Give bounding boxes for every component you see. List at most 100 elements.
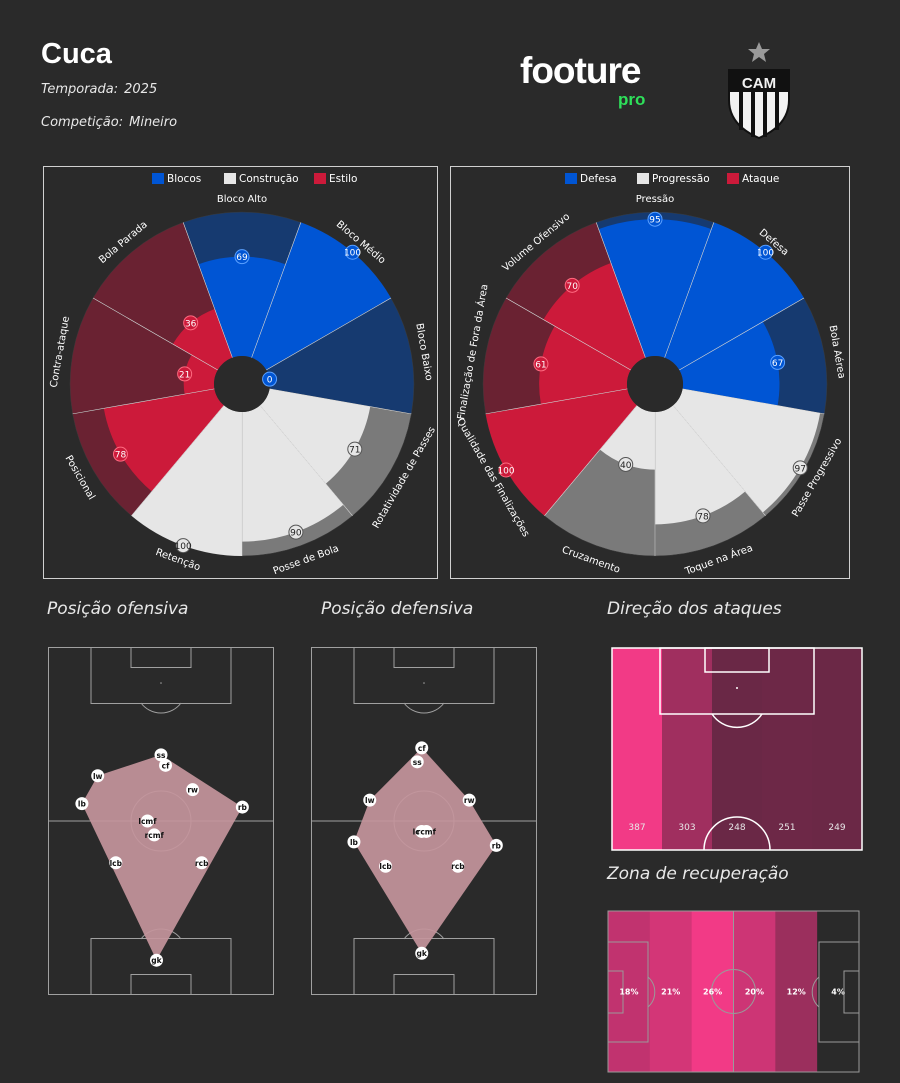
bottom-goal-box	[393, 974, 455, 995]
player-label-gk: gk	[151, 956, 162, 965]
sector-divider	[485, 388, 628, 415]
value-label-bloco-alto: 69	[236, 253, 248, 263]
player-marker-rcb	[451, 859, 465, 873]
recovery-zone-4	[733, 911, 776, 1072]
legend-swatch-construcao	[224, 173, 236, 184]
sector-value-contra-ataque	[183, 354, 218, 395]
player-label-lcb: lcb	[379, 862, 392, 871]
player-marker-lw	[363, 793, 377, 807]
sector-value-posicional	[103, 388, 225, 492]
attack-lane-4	[762, 648, 813, 850]
player-label-lw: lw	[93, 772, 103, 781]
legend-swatch-ataque	[727, 173, 739, 184]
value-badge-volume-ofensivo	[564, 277, 580, 293]
value-label-posicional: 78	[115, 451, 127, 461]
attack-lane-3	[712, 648, 763, 850]
sector-divider	[72, 388, 215, 415]
crest-text: CAM	[742, 75, 776, 92]
attack-lane-value-5: 249	[828, 823, 845, 833]
sector-value-retencao	[131, 405, 242, 556]
value-badge-finalizacao-de-fora-da-area	[533, 356, 549, 372]
heatmap-goal-box	[704, 647, 770, 673]
value-badge-qualidade-das-finalizacoes	[498, 462, 514, 478]
player-label-lw: lw	[365, 796, 375, 805]
heatmap-center-arc	[703, 816, 771, 851]
player-marker-lb	[75, 797, 89, 811]
attack-direction-title: Direção dos ataques	[607, 599, 782, 619]
sector-value-bloco-alto	[198, 256, 286, 358]
value-label-contra-ataque: 21	[179, 370, 190, 380]
value-label-pressao: 95	[649, 216, 660, 226]
sector-divider	[595, 222, 646, 358]
value-badge-rotatividade-de-passes	[347, 441, 363, 457]
competition-row: Competição: Mineiro	[41, 115, 177, 130]
legend-label-blocos: Blocos	[167, 173, 201, 185]
legend-label-defesa: Defesa	[580, 173, 617, 185]
sector-value-posse-de-bola	[242, 405, 344, 542]
sector-value-rotatividade-de-passes	[259, 388, 371, 484]
offensive-position-title: Posição ofensiva	[47, 599, 189, 619]
sector-divider	[664, 222, 715, 358]
player-marker-rcb	[195, 856, 209, 870]
value-badge-pressao	[647, 211, 663, 227]
attack-lane-2	[662, 648, 713, 850]
legend-swatch-blocos	[152, 173, 164, 184]
player-marker-lcmf	[140, 814, 154, 828]
heatmap-penalty-arc	[711, 713, 763, 729]
player-marker-ss	[154, 748, 168, 762]
player-marker-cf	[159, 758, 173, 772]
radar-center-hole	[214, 356, 270, 412]
sector-divider	[92, 297, 218, 371]
sector-value-bloco-medio	[251, 222, 391, 370]
top-penalty-arc	[403, 702, 445, 714]
recovery-left-arc	[647, 976, 656, 1008]
value-badge-posse-de-bola	[288, 524, 304, 540]
sector-value-toque-na-area	[655, 405, 746, 525]
player-marker-rcmf	[419, 824, 433, 838]
attack-lane-5	[812, 648, 863, 850]
value-label-posse-de-bola: 90	[290, 529, 302, 539]
sector-value-defesa	[664, 222, 804, 370]
sector-divider	[266, 297, 392, 371]
recovery-right-arc	[811, 976, 820, 1008]
sector-value-qualidade-das-finalizacoes	[485, 388, 638, 516]
player-label-rb: rb	[492, 841, 502, 850]
value-label-rotatividade-de-passes: 71	[349, 446, 360, 456]
legend-swatch-progressao	[637, 173, 649, 184]
sector-divider	[131, 405, 225, 516]
top-penalty-box	[90, 647, 232, 704]
recovery-left-goal-box	[607, 970, 624, 1014]
logo-text: footure	[520, 50, 641, 91]
value-badge-defesa	[758, 244, 774, 260]
recovery-zone-value-4: 20%	[745, 988, 764, 997]
top-goal-box	[130, 647, 192, 668]
bottom-goal-box	[130, 974, 192, 995]
category-label-bola-aerea: Bola Aérea	[827, 324, 848, 379]
value-label-qualidade-das-finalizacoes: 100	[497, 467, 514, 477]
team-shape-hull	[81, 754, 243, 961]
legend-label-estilo: Estilo	[329, 173, 357, 185]
legend-swatch-estilo	[314, 173, 326, 184]
defensive-position-title: Posição defensiva	[321, 599, 474, 619]
coach-name: Cuca	[41, 38, 112, 70]
sector-divider	[505, 297, 631, 371]
legend-label-ataque: Ataque	[742, 173, 779, 185]
attack-lane-value-2: 303	[678, 823, 695, 833]
recovery-zone-value-2: 21%	[661, 988, 680, 997]
heatmap-penalty-spot	[736, 687, 738, 689]
sector-divider	[544, 405, 638, 516]
sector-divider	[672, 405, 766, 516]
sector-divider	[182, 222, 233, 358]
sector-divider	[679, 297, 805, 371]
value-badge-contra-ataque	[177, 366, 193, 382]
value-label-bola-parada: 36	[185, 319, 197, 329]
radar-panel-1: Blocos Construção Estilo 69 Bloco Alto 100 Blo…	[43, 166, 438, 579]
value-badge-retencao	[175, 538, 191, 554]
radar-panel-2: Defesa Progressão Ataque 95 Pressão 100 Defesa…	[450, 166, 850, 579]
recovery-right-goal-box	[843, 970, 860, 1014]
attack-direction-heatmap: 387 303 248 251 249	[611, 647, 863, 851]
value-badge-bola-parada	[183, 315, 199, 331]
sector-value-passe-progressivo	[672, 388, 821, 513]
sector-value-bola-parada	[172, 308, 233, 370]
player-label-cf: cf	[162, 761, 170, 770]
